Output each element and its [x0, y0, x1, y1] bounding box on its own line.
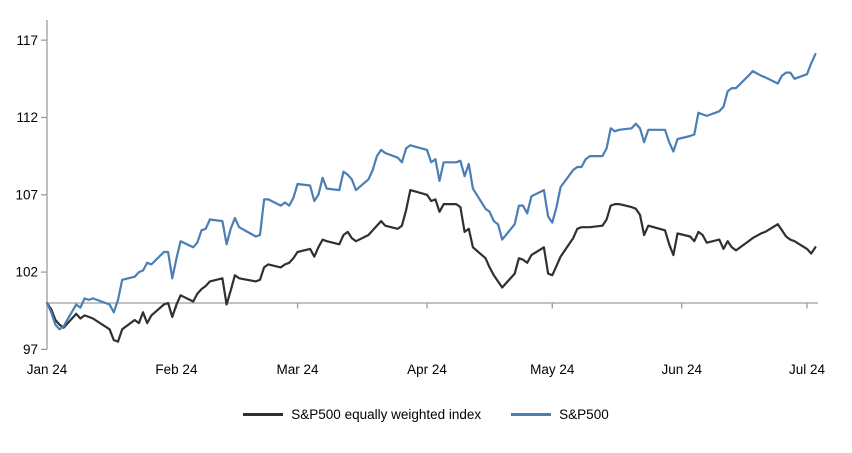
x-axis-tick-label: Apr 24	[407, 362, 447, 377]
equal-weight-series-line	[45, 189, 817, 343]
y-axis-tick-label: 107	[15, 187, 38, 202]
sp500-series-line	[45, 52, 817, 331]
legend-label-equal-weight: S&P500 equally weighted index	[291, 407, 482, 422]
y-axis-tick-label: 112	[16, 110, 38, 125]
x-axis-tick-label: Jul 24	[789, 362, 826, 377]
x-axis-tick-label: Feb 24	[155, 362, 198, 377]
y-axis-tick-label: 117	[16, 33, 38, 48]
y-axis-tick-label: 102	[15, 265, 38, 280]
x-axis-tick-label: Jun 24	[661, 362, 702, 377]
legend-line-swatch-sp500	[511, 413, 552, 416]
legend-line-swatch-equal-weight	[243, 413, 284, 416]
indexed-performance-line-chart: 97 102 107 112 117 Jan 24 Feb 24 Mar 24 Apr 24 Ma…	[15, 20, 826, 377]
x-axis-tick-label: Jan 24	[27, 362, 68, 377]
chart-legend: S&P500 equally weighted index S&P500	[0, 400, 852, 422]
x-axis-tick-label: May 24	[530, 362, 575, 377]
y-axis-tick-label: 97	[23, 342, 38, 357]
legend-item-equal-weight: S&P500 equally weighted index	[243, 407, 481, 422]
legend-item-sp500: S&P500	[511, 407, 609, 422]
legend-label-sp500: S&P500	[559, 407, 609, 422]
x-axis-tick-label: Mar 24	[277, 362, 320, 377]
